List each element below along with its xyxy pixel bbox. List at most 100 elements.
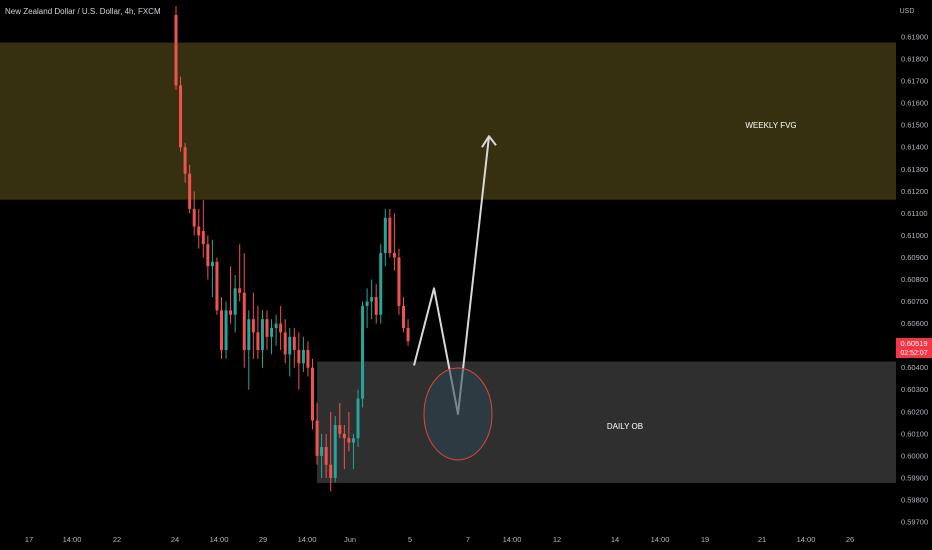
current-price-value: 0.60519: [900, 339, 927, 348]
candle-body: [379, 253, 383, 315]
candle-body: [288, 336, 292, 355]
candle-body: [356, 398, 360, 439]
candle: [311, 358, 314, 430]
candle: [306, 341, 310, 377]
candle: [256, 305, 260, 359]
candle-body: [188, 173, 192, 209]
candle: [356, 389, 360, 448]
price-tick-label: 0.60800: [901, 275, 928, 284]
candle-body: [220, 310, 223, 351]
price-tick-label: 0.59700: [901, 517, 928, 526]
time-tick-label: 14:00: [63, 535, 82, 544]
candle-body: [238, 288, 242, 293]
candle: [206, 235, 210, 280]
candle-body: [311, 367, 314, 421]
time-tick-label: 14: [611, 535, 619, 544]
candle-body: [361, 305, 365, 399]
candle-body: [324, 447, 328, 465]
time-tick-label: 19: [701, 535, 709, 544]
candle-body: [292, 336, 296, 351]
candle-body: [201, 230, 205, 245]
price-tick-label: 0.60900: [901, 253, 928, 262]
candle: [220, 297, 223, 359]
candle-body: [301, 350, 305, 364]
candle-body: [338, 424, 342, 434]
candle: [274, 314, 278, 346]
candle: [320, 433, 324, 478]
time-tick-label: 14:00: [797, 535, 816, 544]
candle-body: [392, 253, 396, 258]
candle: [402, 297, 405, 333]
candle-body: [283, 332, 287, 355]
candle: [174, 6, 178, 90]
candle: [197, 208, 201, 249]
candle-body: [383, 217, 387, 254]
candle-body: [388, 217, 392, 254]
time-tick-label: 21: [758, 535, 766, 544]
candle: [215, 257, 219, 315]
price-tick-label: 0.61900: [901, 33, 928, 42]
price-tick-label: 0.61200: [901, 187, 928, 196]
weekly-fvg-label: WEEKLY FVG: [745, 121, 796, 130]
candle-body: [347, 438, 351, 443]
candle: [374, 283, 378, 324]
candle: [229, 266, 233, 324]
candle: [351, 433, 355, 470]
projection-path: [413, 136, 490, 415]
candle: [270, 319, 274, 355]
candle-body: [329, 464, 333, 478]
time-tick-label: 14:00: [651, 535, 670, 544]
candle-body: [274, 323, 278, 328]
price-tick-label: 0.60200: [901, 407, 928, 416]
candle: [347, 411, 351, 452]
candle: [383, 208, 387, 267]
candle: [283, 319, 287, 364]
candle: [297, 332, 301, 390]
candle: [315, 402, 319, 465]
drawings: [413, 135, 497, 461]
weekly-fvg-zone[interactable]: [0, 42, 896, 200]
symbol-title[interactable]: New Zealand Dollar / U.S. Dollar, 4h, FX…: [5, 7, 161, 16]
candle: [397, 248, 401, 315]
time-tick-label: 29: [259, 535, 267, 544]
time-tick-label: 5: [408, 535, 412, 544]
candle: [265, 310, 269, 351]
time-tick-label: 7: [466, 535, 470, 544]
candle-body: [260, 319, 264, 351]
candle: [324, 433, 328, 478]
time-tick-label: 22: [113, 535, 121, 544]
candle-body: [374, 297, 378, 315]
price-tick-label: 0.60600: [901, 319, 928, 328]
candle-body: [256, 332, 260, 351]
price-tick-label: 0.61100: [901, 209, 928, 218]
candle-body: [320, 447, 324, 456]
price-tick-label: 0.61400: [901, 143, 928, 152]
time-tick-label: 14:00: [210, 535, 229, 544]
daily-ob-zone[interactable]: [317, 361, 896, 483]
candle-body: [183, 147, 187, 174]
candle-body: [370, 297, 374, 302]
current-price-tag: [896, 338, 932, 358]
candle-body: [397, 257, 401, 306]
price-tick-label: 0.59900: [901, 473, 928, 482]
candle-body: [402, 305, 405, 328]
candle-body: [242, 292, 246, 351]
currency-label[interactable]: USD: [900, 8, 915, 15]
candle-body: [297, 350, 301, 364]
candle: [361, 301, 365, 408]
candle: [338, 402, 342, 439]
candle: [388, 208, 392, 258]
candle-body: [197, 226, 201, 236]
price-tick-label: 0.60400: [901, 363, 928, 372]
candle-body: [270, 327, 274, 337]
candle: [242, 253, 246, 368]
price-axis[interactable]: [896, 0, 932, 550]
candle-body: [179, 85, 183, 148]
candle: [192, 191, 196, 236]
candle-body: [251, 319, 255, 333]
candle: [233, 275, 237, 333]
reaction-circle: [423, 367, 493, 461]
candle-body: [210, 261, 214, 267]
time-tick-label: Jun: [344, 535, 356, 544]
